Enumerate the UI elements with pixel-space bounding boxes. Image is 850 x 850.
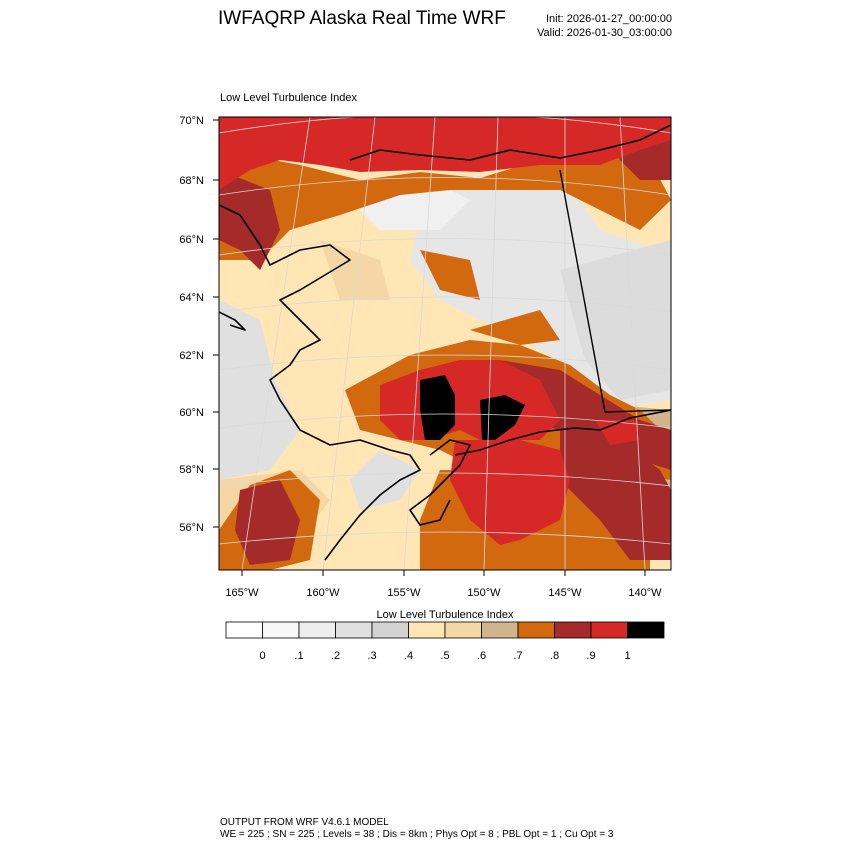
colorbar-tick-label: .3 (367, 650, 376, 662)
colorbar (225, 621, 665, 639)
lon-label: 165°W (225, 587, 259, 599)
run-times: Init: 2026-01-27_00:00:00 Valid: 2026-01… (537, 12, 672, 40)
colorbar-tick-label: 1 (624, 650, 630, 662)
footer-line-2: WE = 225 ; SN = 225 ; Levels = 38 ; Dis … (220, 829, 614, 840)
map-subtitle: Low Level Turbulence Index (220, 92, 357, 104)
valid-time: Valid: 2026-01-30_03:00:00 (537, 27, 672, 39)
colorbar-tick-label: .2 (331, 650, 340, 662)
colorbar-tick-label: .1 (294, 650, 303, 662)
lat-label: 62°N (179, 350, 204, 362)
colorbar-swatch (481, 621, 519, 639)
init-time: Init: 2026-01-27_00:00:00 (546, 13, 672, 25)
colorbar-swatch (298, 621, 336, 639)
latitude-axis: 70°N 68°N 66°N 64°N 62°N 60°N 58°N 56°N (179, 115, 219, 534)
map-frame (218, 116, 672, 571)
lon-label: 150°W (467, 587, 501, 599)
colorbar-tick-label: .8 (550, 650, 559, 662)
lat-label: 60°N (179, 407, 204, 419)
lat-label: 70°N (179, 115, 204, 127)
lat-label: 64°N (179, 292, 204, 304)
colorbar-swatch (225, 621, 263, 639)
colorbar-tick-label: .5 (440, 650, 449, 662)
main-title: IWFAQRP Alaska Real Time WRF (218, 8, 506, 29)
graticule (219, 117, 671, 570)
lat-label: 68°N (179, 175, 204, 187)
longitude-axis: 165°W 160°W 155°W 150°W 145°W 140°W (225, 570, 662, 599)
lat-label: 56°N (179, 522, 204, 534)
lat-label: 58°N (179, 464, 204, 476)
colorbar-swatch (408, 621, 446, 639)
colorbar-swatch (590, 621, 628, 639)
colorbar-tick-label: 0 (259, 650, 265, 662)
colorbar-labels: 0 .1 .2 .3 .4 .5 .6 .7 .8 .9 1 (259, 650, 630, 662)
lon-label: 145°W (548, 587, 582, 599)
turbulence-field (219, 117, 671, 570)
coastline (219, 124, 671, 561)
colorbar-tick-label: .6 (477, 650, 486, 662)
colorbar-title: Low Level Turbulence Index (376, 609, 514, 621)
colorbar-swatch (444, 621, 482, 639)
colorbar-swatch (371, 621, 409, 639)
colorbar-tick-label: .7 (513, 650, 522, 662)
colorbar-swatch (627, 621, 665, 639)
colorbar-swatch (517, 621, 555, 639)
footer-line-1: OUTPUT FROM WRF V4.6.1 MODEL (220, 817, 389, 828)
colorbar-tick-label: .4 (404, 650, 413, 662)
lon-label: 155°W (387, 587, 421, 599)
model-footer: OUTPUT FROM WRF V4.6.1 MODEL WE = 225 ; … (220, 817, 613, 841)
colorbar-swatch (554, 621, 592, 639)
border-line (559, 169, 606, 413)
colorbar-tick-label: .9 (586, 650, 595, 662)
lon-label: 140°W (628, 587, 662, 599)
colorbar-swatch (262, 621, 300, 639)
lon-label: 160°W (306, 587, 340, 599)
border-line-2 (604, 409, 671, 413)
colorbar-swatch (335, 621, 373, 639)
lat-label: 66°N (179, 234, 204, 246)
